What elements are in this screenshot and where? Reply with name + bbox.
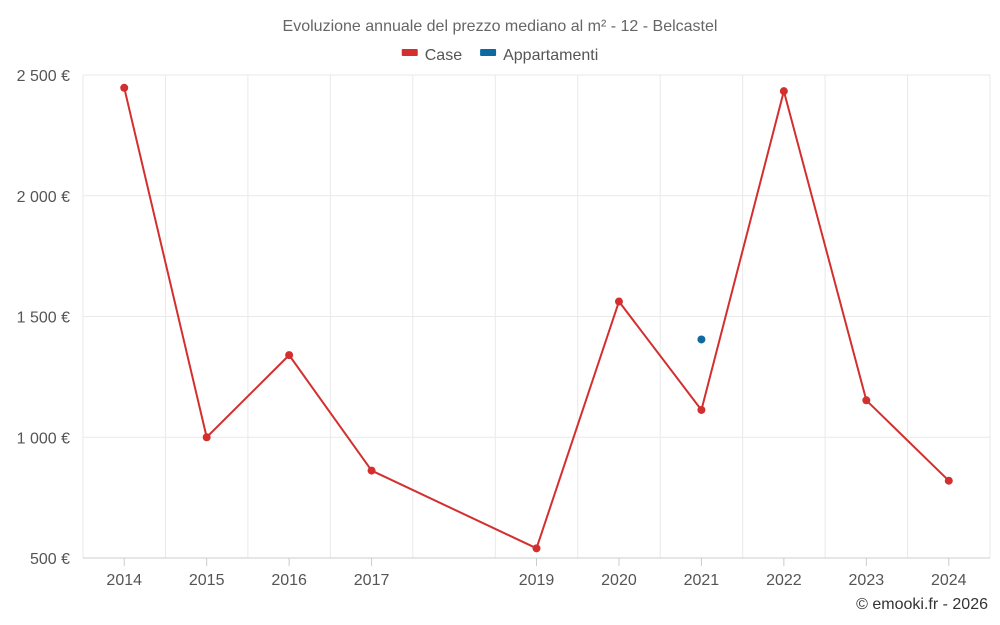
x-tick-label: 2016 — [271, 572, 307, 589]
credit-text: © emooki.fr - 2026 — [856, 596, 988, 613]
x-tick-label: 2015 — [189, 572, 225, 589]
chart-title: Evoluzione annuale del prezzo mediano al… — [283, 18, 718, 35]
data-point-case[interactable] — [862, 396, 871, 405]
series-line-case — [123, 87, 950, 550]
y-tick-label: 1 500 € — [17, 310, 70, 327]
x-tick-label: 2022 — [766, 572, 802, 589]
data-point-case[interactable] — [367, 466, 376, 475]
legend: Case Appartamenti — [401, 47, 598, 64]
x-tick-label: 2024 — [931, 572, 967, 589]
data-point-case[interactable] — [614, 297, 623, 306]
data-point-case[interactable] — [779, 87, 788, 96]
data-point-appartamenti[interactable] — [697, 335, 706, 344]
data-point-case[interactable] — [120, 83, 129, 92]
y-tick-label: 1 000 € — [17, 430, 70, 447]
y-axis: 500 € 1 000 € 1 500 € 2 000 € 2 500 € — [17, 68, 70, 568]
x-axis: 2014 2015 2016 2017 2019 2020 2021 2022 2023 2024 — [106, 558, 967, 589]
x-tick-label: 2014 — [106, 572, 142, 589]
y-tick-label: 500 € — [30, 551, 70, 568]
legend-label: Appartamenti — [503, 47, 598, 64]
x-tick-label: 2021 — [684, 572, 720, 589]
legend-item-case[interactable]: Case — [401, 47, 462, 64]
x-tick-label: 2020 — [601, 572, 637, 589]
legend-label: Case — [425, 47, 462, 64]
data-point-case[interactable] — [944, 476, 953, 485]
series-layer — [120, 83, 953, 553]
data-point-case[interactable] — [532, 544, 541, 553]
y-tick-label: 2 000 € — [17, 189, 70, 206]
legend-swatch — [401, 49, 418, 56]
legend-swatch — [480, 49, 497, 56]
legend-item-appartamenti[interactable]: Appartamenti — [480, 47, 598, 64]
data-point-case[interactable] — [202, 433, 211, 442]
x-tick-label: 2017 — [354, 572, 390, 589]
grid-layer — [82, 74, 991, 559]
data-point-case[interactable] — [285, 351, 294, 360]
x-tick-label: 2023 — [849, 572, 885, 589]
x-tick-label: 2019 — [519, 572, 555, 589]
y-tick-label: 2 500 € — [17, 68, 70, 85]
data-point-case[interactable] — [697, 405, 706, 414]
